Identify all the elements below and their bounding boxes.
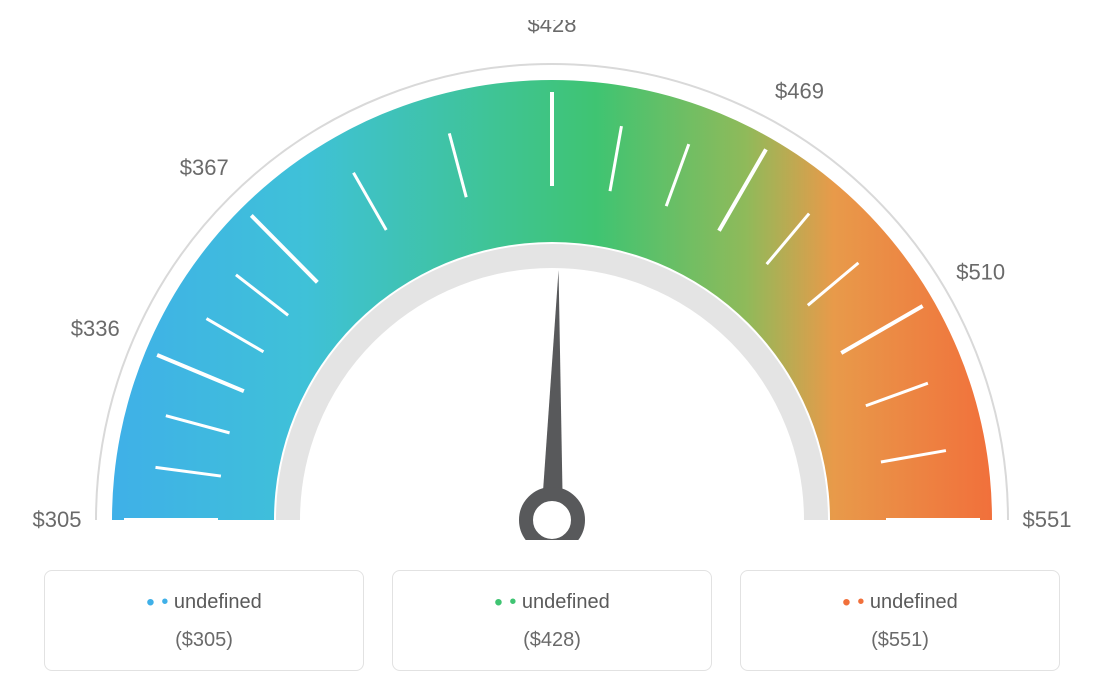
legend-avg-value: ($428) [403, 629, 701, 652]
gauge-tick-label: $551 [1023, 507, 1072, 532]
cost-gauge: $305 $336 $367 $428 $469 $510 $551 [22, 20, 1082, 540]
gauge-svg: $305 $336 $367 $428 $469 $510 $551 [22, 20, 1082, 540]
legend-avg-box: • undefined ($428) [392, 570, 712, 671]
gauge-needle-hub [526, 494, 578, 540]
legend-min-value: ($305) [55, 629, 353, 652]
legend-max-value: ($551) [751, 629, 1049, 652]
gauge-needle [541, 270, 563, 520]
legend-avg-title: • undefined [403, 589, 701, 617]
legend-min-box: • undefined ($305) [44, 570, 364, 671]
legend-min-title: • undefined [55, 589, 353, 617]
gauge-tick-label: $469 [775, 78, 824, 103]
gauge-tick-label: $305 [33, 507, 82, 532]
gauge-tick-label: $336 [71, 316, 120, 341]
legend-max-box: • undefined ($551) [740, 570, 1060, 671]
legend-row: • undefined ($305) • undefined ($428) • … [20, 570, 1084, 671]
legend-max-title: • undefined [751, 589, 1049, 617]
gauge-tick-label: $367 [180, 155, 229, 180]
gauge-tick-label: $428 [528, 20, 577, 37]
gauge-tick-label: $510 [956, 260, 1005, 285]
